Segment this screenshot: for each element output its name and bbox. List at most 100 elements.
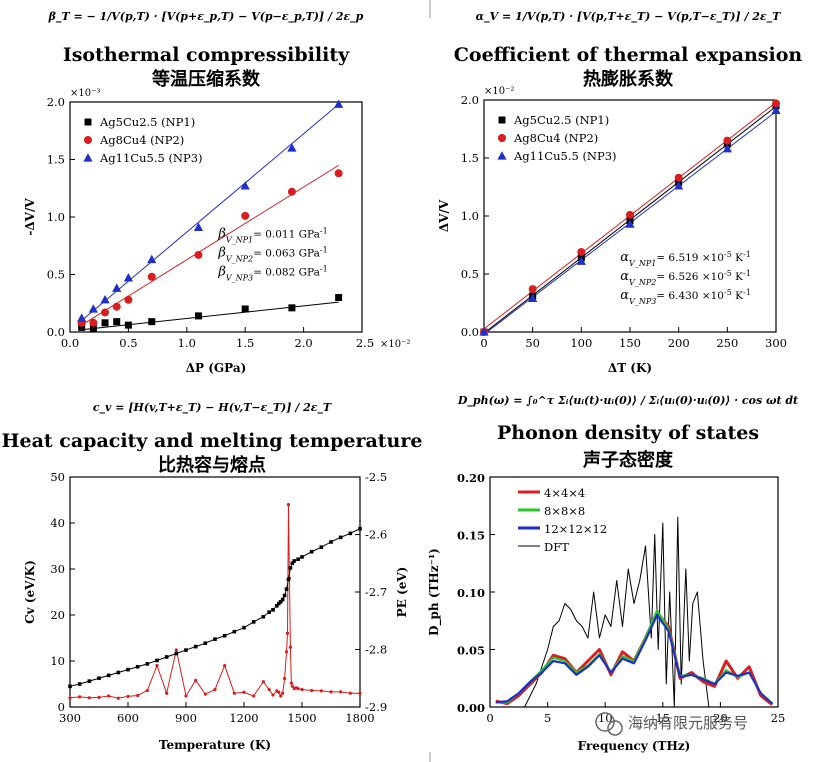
watermark-text: 海纳有限元服务号 <box>628 714 748 732</box>
data-point <box>126 667 130 672</box>
data-point <box>147 272 156 281</box>
fit-line <box>81 103 339 321</box>
y-tick-label: 2.0 <box>47 95 65 109</box>
y-tick-label: 0.0 <box>47 325 65 339</box>
data-point <box>722 143 732 153</box>
data-point <box>358 691 362 695</box>
y-tick-label: 50 <box>50 470 65 484</box>
data-point <box>165 691 169 695</box>
annotation-part: V_NP1 <box>629 259 656 268</box>
data-point <box>77 313 87 322</box>
data-point <box>282 593 287 598</box>
legend-label: Ag11Cu5.5 (NP3) <box>513 149 617 163</box>
data-point <box>288 645 292 649</box>
x-tick-label: 300 <box>59 711 81 725</box>
data-point <box>674 173 683 182</box>
data-point <box>241 305 249 313</box>
data-point <box>155 664 159 668</box>
annotation-part: = 0.063 GPa <box>253 248 320 260</box>
data-point <box>155 658 159 663</box>
data-point <box>232 629 237 634</box>
chart-subtitle: 等温压缩系数 <box>152 68 261 90</box>
legend-label: 12×12×12 <box>544 522 607 536</box>
annotation-part: -1 <box>320 245 328 254</box>
data-point <box>576 256 586 265</box>
data-point <box>106 673 111 678</box>
annotation-part: α <box>620 250 629 265</box>
data-point <box>288 304 296 312</box>
x-tick-label: 900 <box>175 711 197 725</box>
data-point <box>223 664 227 668</box>
data-point <box>292 559 297 563</box>
data-point <box>116 670 121 675</box>
x-tick-label: 600 <box>117 711 139 725</box>
data-point <box>348 691 352 695</box>
equation: α_V = 1/V(p,T) · [V(p,T+ε_T) − V(p,T−ε_T… <box>476 10 781 24</box>
annotation-part: β <box>217 227 226 242</box>
y-tick-label: 0.5 <box>47 268 65 282</box>
data-point <box>123 273 133 282</box>
annotation-part: -5 <box>724 288 732 297</box>
watermark: 海纳有限元服务号 <box>595 712 748 736</box>
data-point <box>113 318 121 326</box>
legend-marker <box>83 153 93 162</box>
data-point <box>124 295 133 304</box>
data-point <box>277 690 281 694</box>
x-tick-label: 1500 <box>287 711 316 725</box>
annotation-part: -1 <box>320 264 328 273</box>
data-point <box>277 601 281 606</box>
annotation-part: α <box>620 269 629 284</box>
series-line-12×12×12 <box>495 613 773 705</box>
data-point <box>78 323 86 331</box>
y2-tick-label: -2.7 <box>365 585 387 599</box>
data-point <box>296 557 300 562</box>
data-point <box>334 99 344 108</box>
data-point <box>284 650 289 654</box>
data-point <box>88 304 98 313</box>
equation: D_ph(ω) = ∫₀^τ Σᵢ⟨uᵢ(t)·uᵢ(0)⟩ / Σᵢ⟨uᵢ(0… <box>457 394 798 408</box>
chart-title: Phonon density of states <box>497 422 759 444</box>
data-point <box>300 687 304 692</box>
data-point <box>309 549 314 554</box>
panel-expansion: α_V = 1/V(p,T) · [V(p,T+ε_T) − V(p,T−ε_T… <box>437 10 802 375</box>
data-point <box>286 577 291 582</box>
data-point <box>772 99 780 108</box>
y-axis-label: D_ph (THz⁻¹) <box>427 548 442 636</box>
data-point <box>232 691 236 695</box>
y-tick-label: 1.5 <box>461 151 479 165</box>
data-point <box>280 597 285 602</box>
x-axis-label: ΔT (K) <box>608 361 652 375</box>
annotation-part: K <box>732 290 743 302</box>
data-point <box>261 680 265 684</box>
annotation-part: K <box>732 252 743 264</box>
legend-marker <box>498 116 506 124</box>
data-point <box>193 644 198 649</box>
y-tick-label: 0.5 <box>461 267 479 281</box>
data-point <box>78 695 82 699</box>
wechat-icon <box>595 712 615 732</box>
legend-label: Ag5Cu2.5 (NP1) <box>99 115 195 129</box>
data-point <box>267 610 271 614</box>
y-tick-label: 0.0 <box>461 325 479 339</box>
x-multiplier: ×10⁻² <box>380 339 410 350</box>
data-point <box>267 687 271 692</box>
data-point <box>300 555 304 559</box>
annotation: αV_NP3= 6.430 ×10-5 K-1 <box>620 288 751 306</box>
y-tick-label: 30 <box>50 562 65 576</box>
y-tick-label: 0.20 <box>457 471 485 485</box>
y-tick-label: 2.0 <box>461 93 479 107</box>
chart-subtitle: 比热容与熔点 <box>158 454 266 476</box>
y-tick-label: 0.10 <box>457 586 485 600</box>
annotation-part: = 0.011 GPa <box>253 229 320 241</box>
annotation-part: = 0.082 GPa <box>253 267 320 279</box>
data-point <box>77 682 82 686</box>
data-point <box>771 105 781 115</box>
panel-compressibility: β_T = − 1/V(p,T) · [V(p+ε_p,T) − V(p−ε_p… <box>23 10 410 375</box>
equation: β_T = − 1/V(p,T) · [V(p+ε_p,T) − V(p−ε_p… <box>48 10 364 24</box>
y-tick-label: 1.0 <box>461 209 479 223</box>
data-point <box>68 684 72 689</box>
legend-marker <box>84 136 92 144</box>
y-tick-label: 40 <box>50 516 65 530</box>
y2-axis-label: PE (eV) <box>395 567 409 618</box>
x-tick-label: 0.5 <box>119 336 137 350</box>
